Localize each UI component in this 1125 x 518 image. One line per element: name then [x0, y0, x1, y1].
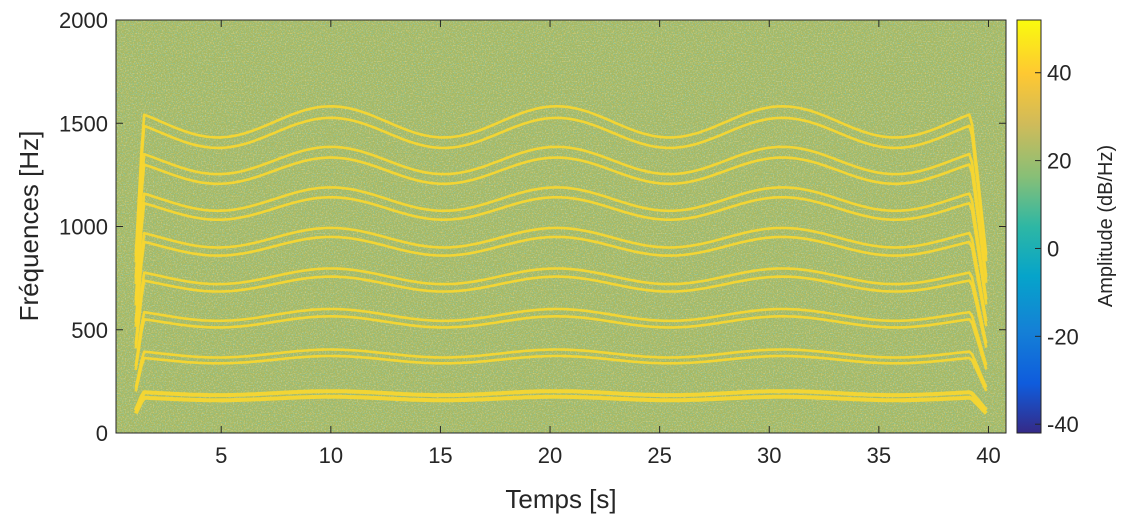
colorbar-tick-label: 20 — [1047, 149, 1071, 174]
harmonic-line — [134, 116, 988, 263]
harmonic-line — [134, 235, 988, 328]
y-tick-label: 1000 — [59, 215, 108, 240]
harmonic-lines — [133, 105, 988, 415]
harmonic-line — [134, 267, 988, 345]
y-tick-label: 0 — [96, 421, 108, 446]
x-tick-label: 30 — [757, 443, 781, 468]
x-axis-label: Temps [s] — [505, 484, 616, 514]
harmonic-line — [133, 394, 988, 415]
harmonic-line — [134, 307, 988, 367]
harmonic-line — [133, 389, 988, 412]
harmonic-line — [134, 354, 988, 392]
x-tick-label: 25 — [647, 443, 671, 468]
x-tick-label: 35 — [867, 443, 891, 468]
harmonic-line — [134, 186, 988, 301]
harmonic-line — [134, 196, 988, 306]
plot-area — [116, 20, 1006, 433]
x-tick-label: 20 — [538, 443, 562, 468]
y-axis-label: Fréquences [Hz] — [14, 131, 44, 322]
harmonic-line — [134, 145, 988, 279]
x-tick-label: 10 — [319, 443, 343, 468]
colorbar-tick-label: -40 — [1047, 412, 1079, 437]
x-tick-label: 40 — [976, 443, 1000, 468]
y-tick-label: 1500 — [59, 111, 108, 136]
x-tick-label: 5 — [215, 443, 227, 468]
y-tick-label: 500 — [71, 318, 108, 343]
harmonic-line — [134, 315, 988, 371]
colorbar — [1016, 19, 1042, 434]
harmonic-line — [134, 105, 988, 257]
harmonic-line — [134, 226, 988, 323]
colorbar-ticks: -40 -20 0 20 40 — [1035, 61, 1079, 437]
colorbar-tick-label: 40 — [1047, 61, 1071, 86]
colorbar-tick-label: 0 — [1047, 236, 1059, 261]
x-tick-label: 15 — [428, 443, 452, 468]
noise-layer-teal — [116, 20, 1006, 433]
colorbar-tick-label: -20 — [1047, 324, 1079, 349]
harmonic-line — [134, 275, 988, 349]
y-axis: 0 500 1000 1500 2000 — [59, 8, 1006, 446]
harmonic-line — [134, 156, 988, 285]
x-axis: 5 10 15 20 25 30 35 40 — [215, 20, 1001, 468]
y-tick-label: 2000 — [59, 8, 108, 33]
colorbar-label: Amplitude (dB/Hz) — [1095, 145, 1117, 307]
harmonic-line — [134, 348, 988, 389]
